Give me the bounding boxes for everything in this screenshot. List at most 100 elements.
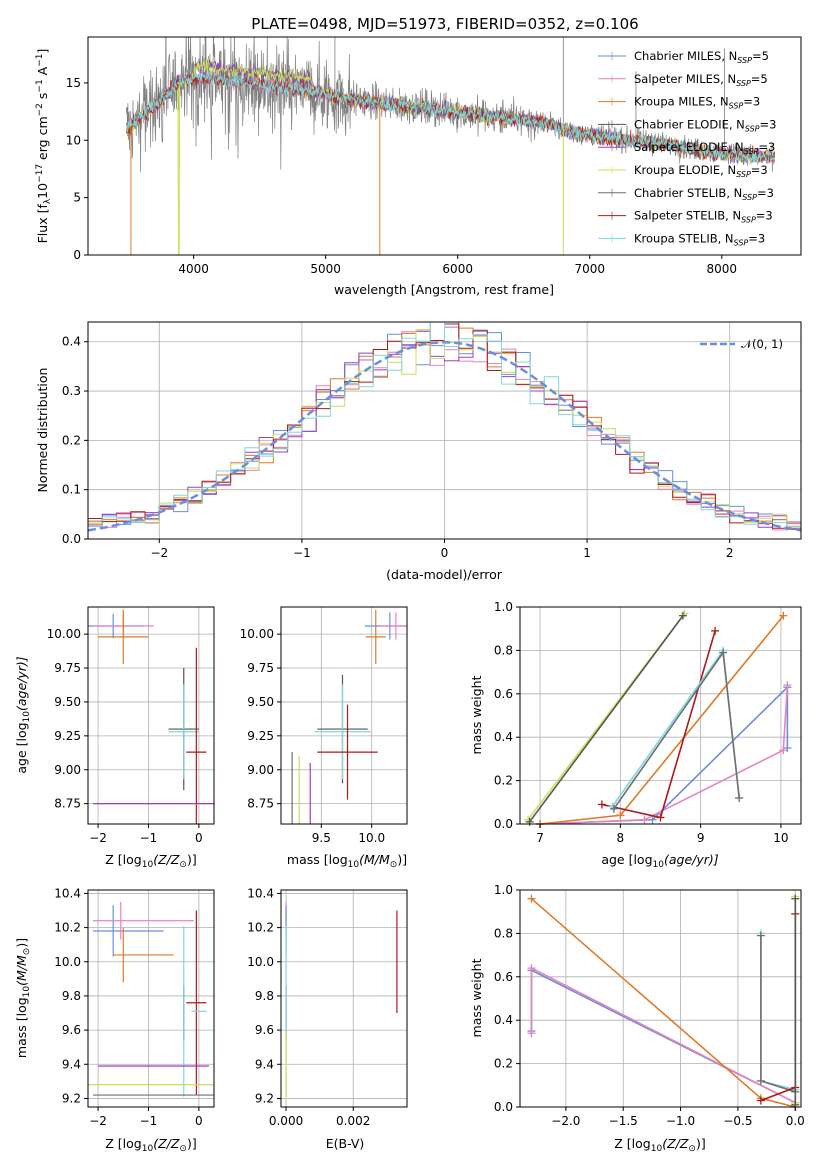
mass-vs-ebv-xlabel: E(B-V) [326,1136,365,1151]
weight-vs-age-frame [519,606,802,825]
x-tick-label: 6000 [442,262,473,276]
y-tick-label: 9.50 [247,695,274,709]
weight-line-chabrier_elodie [528,615,684,823]
spectrum-legend: Chabrier MILES, NSSP=5 Salpeter MILES, NS… [598,49,776,247]
x-tick-label: 0.0 [786,1114,805,1128]
y-tick-label: 0.4 [494,730,513,744]
y-tick-label: 9.00 [247,763,274,777]
y-tick-label: 10.00 [47,627,81,641]
y-tick-label: 10.2 [247,921,274,935]
legend-entry: Chabrier ELODIE, NSSP=3 [634,117,776,133]
y-tick-label: 0 [73,248,81,262]
y-tick-label: 1.0 [494,883,513,897]
x-tick-label: 0 [195,1114,203,1128]
x-tick-label: −2 [89,831,107,845]
weight-vs-z-panel: −2.0 −1.5 −1.0 −0.5 0.0 0.0 0.2 0.4 0.6 0.8 1.0 Z … [469,883,805,1154]
weight-line-salpeter_stelib [760,913,797,1102]
weight-line-salpeter_stelib [601,630,716,819]
mass-vs-ebv-grid [281,890,407,1107]
mass-vs-z-xlabel: Z [log10(Z/Z⊙)] [105,1136,196,1154]
y-tick-label: 10.0 [247,955,274,969]
mass-vs-z-ylabel: mass [log10(M/M⊙)] [14,938,32,1058]
y-tick-label: 8.75 [247,797,274,811]
y-tick-label: 0.8 [494,926,513,940]
residual-hist-kroupa_elodie [88,329,801,528]
weight-vs-age-xlabel: age [log10(age/yr)] [601,852,718,870]
weight-line-kroupa_miles [530,898,796,1108]
residual-legend: 𝒩(0, 1) [700,337,783,351]
spectrum-panel: 4000 5000 6000 7000 8000 0 5 10 15 wavelength [A… [35,36,802,297]
spectrum-ticks: 4000 5000 6000 7000 8000 0 5 10 15 [66,76,737,276]
weight-vs-age-ylabel: mass weight [469,675,484,754]
weight-line-salpeter_miles [530,966,796,1104]
model-spectrum-kroupa_elodie [125,58,775,255]
age-vs-mass-errorbars [291,609,407,824]
weight-vs-z-frame [519,889,802,1108]
y-tick-label: 9.00 [54,763,81,777]
mass-vs-ebv-ticks: 0.000 0.002 9.2 9.4 9.6 9.8 10.0 10.2 10.4 [247,886,370,1128]
figure-title: PLATE=0498, MJD=51973, FIBERID=0352, z=0… [251,15,638,33]
y-tick-label: 0.0 [494,1100,513,1114]
spectrum-ylabel: Flux [fλ10−17 erg cm−2 s−1 A−1] [35,49,53,244]
y-tick-label: 0.4 [494,1013,513,1027]
x-tick-label: 1 [583,546,591,560]
weight-vs-z-ticks: −2.0 −1.5 −1.0 −0.5 0.0 0.0 0.2 0.4 0.6 0.8 1.0 [494,883,805,1128]
weight-vs-z-grid [520,889,801,1108]
legend-entry: Salpeter STELIB, NSSP=3 [634,209,773,225]
x-tick-label: 0 [441,546,449,560]
age-vs-z-ticks: −2 −1 0 8.75 9.00 9.25 9.50 9.75 10.00 [47,627,203,845]
x-tick-label: −2.0 [551,1114,580,1128]
weight-vs-age-ticks: 7 8 9 10 0.0 0.2 0.4 0.6 0.8 1.0 [494,600,789,845]
residual-xlabel: (data-model)/error [386,567,503,582]
x-tick-label: −2 [89,1114,107,1128]
age-vs-mass-grid [281,607,407,824]
age-vs-mass-ticks: 9.5 10.0 8.75 9.00 9.25 9.50 9.75 10.00 [240,627,385,845]
legend-entry: Salpeter ELODIE, NSSP=3 [634,140,775,156]
y-tick-label: 1.0 [494,600,513,614]
y-tick-label: 9.25 [247,729,274,743]
x-tick-label: 0.000 [269,1114,303,1128]
legend-entry: Kroupa ELODIE, NSSP=3 [634,163,768,179]
spectrum-xlabel: wavelength [Angstrom, rest frame] [334,282,554,297]
weight-vs-z-xlabel: Z [log10(Z/Z⊙)] [614,1136,705,1154]
x-tick-label: −1 [293,546,311,560]
y-tick-label: 0.4 [62,335,81,349]
weight-vs-z-lines [527,892,800,1111]
x-tick-label: 0 [195,831,203,845]
x-tick-label: 4000 [178,262,209,276]
x-tick-label: −1 [140,831,158,845]
weight-line-chabrier_stelib [613,650,740,810]
y-tick-label: 9.8 [62,989,81,1003]
y-tick-label: 15 [66,76,81,90]
x-tick-label: 9 [697,831,705,845]
y-tick-label: 10.0 [54,955,81,969]
x-tick-label: 10.0 [358,831,385,845]
weight-vs-age-lines [524,609,792,828]
y-tick-label: 9.8 [255,989,274,1003]
y-tick-label: 9.75 [54,661,81,675]
y-tick-label: 0.8 [494,643,513,657]
legend-entry: Kroupa STELIB, NSSP=3 [634,231,765,247]
residual-hist-kroupa_stelib [88,322,801,528]
y-tick-label: 9.4 [255,1057,274,1071]
weight-line-kroupa_stelib [760,933,796,1091]
mass-vs-ebv-panel: 0.000 0.002 9.2 9.4 9.6 9.8 10.0 10.2 10.4 E(B-V… [247,886,408,1151]
weight-vs-z-ylabel: mass weight [469,958,484,1037]
mass-vs-z-grid [88,890,214,1107]
residual-ticks: −2 −1 0 1 2 0.0 0.1 0.2 0.3 0.4 [62,335,734,560]
age-vs-mass-frame [280,606,408,825]
x-tick-label: 0.002 [336,1114,370,1128]
age-vs-mass-xlabel: mass [log10(M/M⊙)] [287,852,407,870]
x-tick-label: 10 [773,831,788,845]
spectrum-frame [87,36,802,256]
mass-vs-z-panel: −2 −1 0 9.2 9.4 9.6 9.8 10.0 10.2 10.4 Z [log10(Z… [14,886,215,1154]
normal-curve [88,340,801,532]
y-tick-label: 0.0 [494,817,513,831]
y-tick-label: 10.2 [54,921,81,935]
x-tick-label: 8000 [707,262,738,276]
y-tick-label: 9.2 [62,1091,81,1105]
y-tick-label: 9.50 [54,695,81,709]
x-tick-label: −1.5 [609,1114,638,1128]
y-tick-label: 9.25 [54,729,81,743]
